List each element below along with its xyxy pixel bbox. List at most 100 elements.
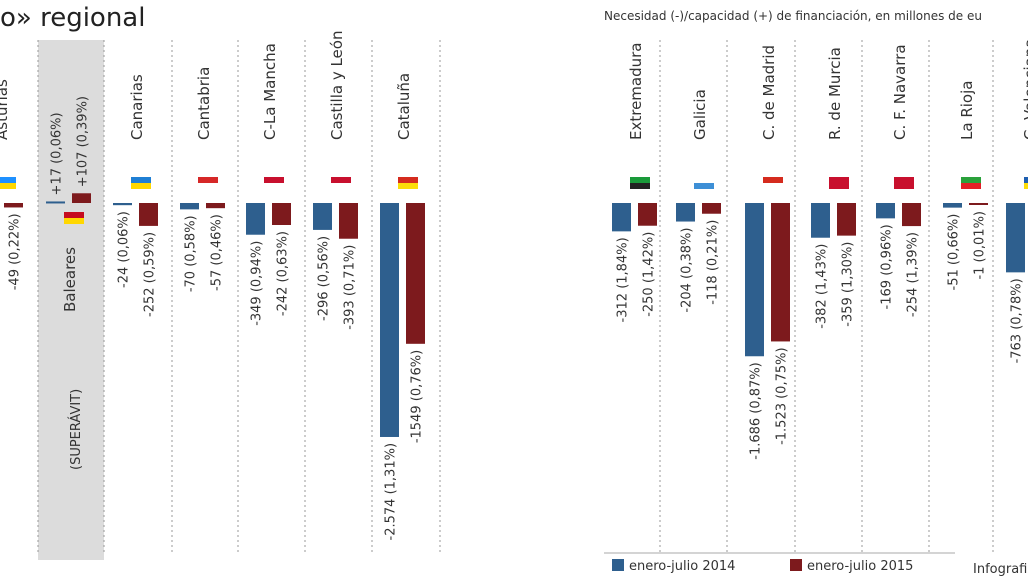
- flag: [630, 177, 650, 183]
- category-label: Cantabria: [195, 67, 213, 140]
- bar: [811, 203, 830, 238]
- value-label: -382 (1,43%): [815, 244, 830, 329]
- value-label: +17 (0,06%): [50, 112, 65, 195]
- bar: [4, 203, 23, 208]
- flag: [198, 183, 218, 189]
- category-label: Castilla y León: [328, 31, 346, 140]
- flag: [694, 183, 714, 189]
- flag: [131, 177, 151, 183]
- value-label: -763 (0,78%): [1010, 278, 1025, 363]
- bar: [638, 203, 657, 226]
- flag: [398, 183, 418, 189]
- bar: [380, 203, 399, 437]
- category-label: C. de Madrid: [760, 45, 778, 140]
- category-label: C. F. Navarra: [891, 44, 909, 140]
- flag: [64, 218, 84, 224]
- bar: [72, 193, 91, 203]
- value-label: -393 (0,71%): [343, 245, 358, 330]
- annotation: (SUPERÁVIT): [68, 389, 84, 470]
- value-label: -1 (0,01%): [973, 211, 988, 280]
- flag: [264, 183, 284, 189]
- legend-label: enero-julio 2014: [629, 559, 735, 574]
- category-label: Cataluña: [395, 73, 413, 140]
- flag: [894, 177, 914, 183]
- value-label: -57 (0,46%): [210, 214, 225, 291]
- value-label: -349 (0,94%): [250, 241, 265, 326]
- flag: [64, 212, 84, 218]
- flag: [398, 177, 418, 183]
- bar: [745, 203, 764, 357]
- value-label: -1.523 (0,75%): [775, 347, 790, 444]
- value-label: -252 (0,59%): [143, 232, 158, 317]
- category-label: Galicia: [691, 89, 709, 140]
- legend-label: enero-julio 2015: [807, 559, 913, 574]
- flag: [198, 177, 218, 183]
- value-label: -169 (0,96%): [880, 224, 895, 309]
- flag: [630, 183, 650, 189]
- bar: [876, 203, 895, 219]
- category-label: Canarias: [128, 74, 146, 140]
- value-label: +107 (0,39%): [76, 96, 91, 187]
- flag: [0, 177, 16, 183]
- flag: [894, 183, 914, 189]
- bar: [113, 203, 132, 206]
- bar: [272, 203, 291, 225]
- value-label: -254 (1,39%): [906, 232, 921, 317]
- bar: [837, 203, 856, 236]
- bar: [702, 203, 721, 214]
- bar: [612, 203, 631, 232]
- flag: [763, 177, 783, 183]
- flag: [829, 183, 849, 189]
- category-label: R. de Murcia: [826, 47, 844, 140]
- value-label: -51 (0,66%): [947, 214, 962, 291]
- value-label: -70 (0,58%): [184, 215, 199, 292]
- flag: [264, 177, 284, 183]
- value-label: -250 (1,42%): [642, 232, 657, 317]
- value-label: -118 (0,21%): [706, 220, 721, 305]
- bar: [339, 203, 358, 239]
- chart-subtitle: Necesidad (-)/capacidad (+) de financiac…: [604, 9, 982, 23]
- category-label: C. Valenciana: [1021, 38, 1028, 140]
- category-label: C-La Mancha: [261, 43, 279, 140]
- bar: [246, 203, 265, 235]
- bar: [46, 201, 65, 204]
- bar: [943, 203, 962, 208]
- value-label: -312 (1,84%): [616, 237, 631, 322]
- bar: [139, 203, 158, 226]
- flag: [0, 183, 16, 189]
- value-label: -49 (0,22%): [8, 213, 23, 290]
- bar: [406, 203, 425, 344]
- bar: [1006, 203, 1025, 273]
- value-label: -2.574 (1,31%): [384, 443, 399, 540]
- flag: [961, 177, 981, 183]
- category-label: Extremadura: [627, 43, 645, 141]
- bar: [771, 203, 790, 342]
- flag: [331, 177, 351, 183]
- flag: [1024, 177, 1028, 183]
- bar: [676, 203, 695, 222]
- flag: [829, 177, 849, 183]
- flag: [131, 183, 151, 189]
- value-label: -1.686 (0,87%): [749, 362, 764, 459]
- credit: Infografi: [973, 562, 1027, 577]
- flag: [763, 183, 783, 189]
- bar: [180, 203, 199, 210]
- surplus-band: [38, 40, 104, 560]
- flag: [1024, 183, 1028, 189]
- value-label: -296 (0,56%): [317, 236, 332, 321]
- bar: [206, 203, 225, 209]
- chart-title: o» regional: [0, 3, 145, 33]
- bar: [902, 203, 921, 227]
- flag: [961, 183, 981, 189]
- value-label: -24 (0,06%): [117, 211, 132, 288]
- bar: [313, 203, 332, 230]
- value-label: -359 (1,30%): [841, 242, 856, 327]
- value-label: -204 (0,38%): [680, 228, 695, 313]
- value-label: -1549 (0,76%): [410, 350, 425, 443]
- flag: [331, 183, 351, 189]
- value-label: -242 (0,63%): [276, 231, 291, 316]
- category-label: Asturias: [0, 79, 11, 140]
- bar: [969, 203, 988, 205]
- legend-swatch: [612, 559, 624, 571]
